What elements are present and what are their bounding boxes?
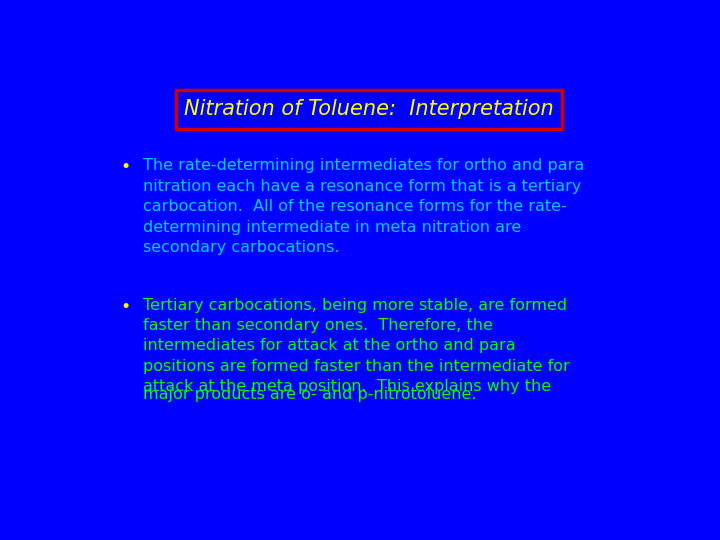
Text: Nitration of Toluene:  Interpretation: Nitration of Toluene: Interpretation <box>184 99 554 119</box>
FancyBboxPatch shape <box>176 90 562 129</box>
Text: •: • <box>121 158 131 177</box>
Text: •: • <box>121 298 131 316</box>
Text: The rate-determining intermediates for ortho and para
nitration each have a reso: The rate-determining intermediates for o… <box>143 158 584 255</box>
Text: Tertiary carbocations, being more stable, are formed
faster than secondary ones.: Tertiary carbocations, being more stable… <box>143 298 570 394</box>
Text: major products are o- and p-nitrotoluene.: major products are o- and p-nitrotoluene… <box>143 387 477 402</box>
